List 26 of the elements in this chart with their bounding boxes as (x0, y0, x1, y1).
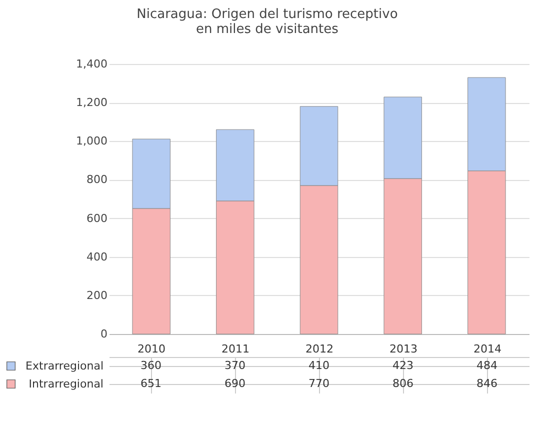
y-tick-label: 1,000 (76, 134, 108, 148)
y-tick-label: 200 (86, 288, 108, 302)
data-label: 846 (476, 377, 498, 390)
y-tick-label: 600 (86, 212, 108, 225)
y-tick-label: 0 (100, 328, 108, 340)
legend-label: Extrarregional (26, 360, 104, 372)
chart-title: Nicaragua: Origen del turismo receptivo en miles de visitantes (136, 7, 398, 37)
data-label: 370 (224, 359, 246, 372)
x-tick-label: 2013 (390, 342, 418, 356)
legend-label: Intrarregional (28, 378, 104, 390)
x-tick-label: 2012 (306, 342, 334, 356)
x-tick-label: 2011 (222, 342, 250, 356)
data-label: 690 (224, 377, 246, 390)
data-label: 360 (140, 359, 162, 372)
data-label: 770 (308, 377, 330, 390)
data-label: 806 (392, 377, 414, 390)
data-label: 423 (392, 359, 414, 372)
y-tick-label: 800 (86, 173, 108, 186)
data-label: 410 (308, 359, 330, 372)
y-tick-label: 400 (86, 250, 108, 264)
x-tick-label: 2014 (474, 342, 502, 356)
data-label: 651 (140, 377, 162, 390)
y-tick-label: 1,200 (76, 96, 108, 110)
x-tick-label: 2010 (138, 342, 166, 356)
y-tick-label: 1,400 (76, 58, 108, 70)
data-label: 484 (476, 359, 498, 372)
